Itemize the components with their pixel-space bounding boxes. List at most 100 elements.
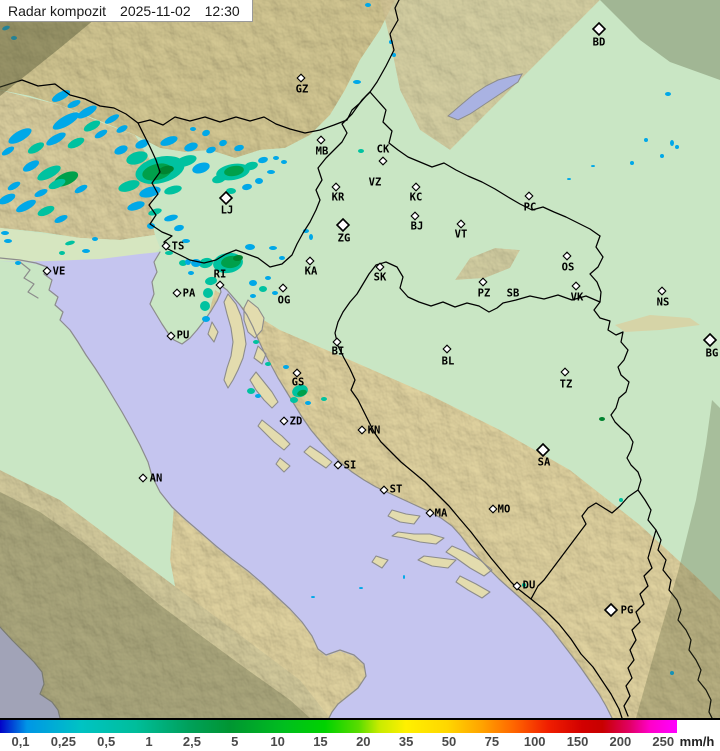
city-marker-kn[interactable]: KN bbox=[357, 425, 380, 437]
radar-cell bbox=[203, 288, 213, 298]
radar-cell bbox=[94, 129, 108, 139]
city-marker-si[interactable]: SI bbox=[333, 460, 356, 472]
city-marker-an[interactable]: AN bbox=[138, 473, 163, 485]
city-label: NS bbox=[657, 297, 670, 309]
island bbox=[275, 457, 291, 473]
radar-cell bbox=[192, 162, 210, 174]
radar-cell bbox=[114, 145, 128, 155]
city-label: AN bbox=[150, 473, 163, 485]
city-label: KA bbox=[305, 266, 318, 278]
city-label: SA bbox=[538, 457, 551, 469]
radar-map[interactable]: GZ MB CK VZ KR KC BJ VT PC BD ZG LJ TS VE PA RI PU KA SK OG… bbox=[0, 0, 720, 718]
city-marker-bl[interactable]: BL bbox=[442, 344, 455, 368]
city-marker-bg[interactable]: BG bbox=[702, 332, 718, 360]
croatian-coastline bbox=[149, 251, 613, 718]
city-diamond-icon bbox=[425, 508, 435, 518]
legend-tick: 1 bbox=[145, 734, 153, 749]
city-marker-pc[interactable]: PC bbox=[524, 191, 537, 214]
city-marker-ri[interactable]: RI bbox=[214, 269, 227, 290]
city-marker-pu[interactable]: PU bbox=[166, 330, 190, 342]
city-marker-bj[interactable]: BJ bbox=[410, 211, 424, 233]
legend-tick: 5 bbox=[231, 734, 239, 749]
city-diamond-icon bbox=[292, 368, 302, 378]
city-marker-sb[interactable]: SB bbox=[507, 288, 520, 300]
city-diamond-icon bbox=[379, 485, 389, 495]
radar-cell bbox=[190, 127, 196, 131]
city-marker-ve[interactable]: VE bbox=[42, 266, 66, 278]
city-marker-vz[interactable]: VZ bbox=[369, 177, 382, 189]
out-of-range-layer bbox=[0, 0, 720, 718]
city-diamond-icon bbox=[42, 266, 52, 276]
city-marker-tz[interactable]: TZ bbox=[560, 367, 573, 391]
city-marker-mb[interactable]: MB bbox=[316, 135, 329, 158]
island bbox=[249, 371, 279, 409]
city-diamond-icon bbox=[562, 251, 572, 261]
radar-cell bbox=[16, 199, 36, 213]
border-line bbox=[0, 79, 371, 134]
radar-cell bbox=[4, 239, 12, 243]
styria-hills bbox=[380, 0, 600, 150]
city-diamond-icon bbox=[478, 277, 488, 287]
radar-cell bbox=[147, 223, 155, 229]
time-label: 12:30 bbox=[204, 2, 240, 19]
city-marker-ka[interactable]: KA bbox=[305, 256, 318, 278]
city-marker-kc[interactable]: KC bbox=[410, 182, 423, 204]
city-marker-du[interactable]: DU bbox=[512, 580, 535, 592]
city-marker-sa[interactable]: SA bbox=[535, 442, 551, 469]
city-label: PU bbox=[177, 330, 190, 342]
city-marker-gz[interactable]: GZ bbox=[296, 73, 309, 96]
city-marker-zg[interactable]: ZG bbox=[335, 217, 350, 245]
radar-cell bbox=[1, 146, 15, 156]
city-marker-bd[interactable]: BD bbox=[591, 21, 607, 49]
city-marker-og[interactable]: OG bbox=[278, 283, 291, 307]
radar-cell bbox=[15, 261, 21, 265]
radar-cell bbox=[59, 251, 65, 255]
city-marker-pg[interactable]: PG bbox=[603, 602, 633, 618]
city-marker-pz[interactable]: PZ bbox=[478, 277, 491, 300]
radar-cell bbox=[185, 259, 191, 265]
city-marker-sk[interactable]: SK bbox=[374, 262, 387, 284]
city-diamond-icon bbox=[332, 337, 342, 347]
city-marker-vt[interactable]: VT bbox=[455, 219, 468, 241]
radar-cell bbox=[182, 239, 190, 243]
city-label: OG bbox=[278, 295, 291, 307]
city-marker-vk[interactable]: VK bbox=[571, 281, 584, 304]
city-marker-gs[interactable]: GS bbox=[292, 368, 305, 389]
radar-cell bbox=[200, 301, 210, 311]
city-marker-ck[interactable]: CK bbox=[377, 144, 390, 166]
radar-cell bbox=[259, 286, 267, 292]
precip-scale-legend: 0,1 0,25 0,5 1 2,5 5 10 15 20 35 50 75 100 150 200 250 m… bbox=[0, 718, 720, 751]
island bbox=[371, 555, 389, 569]
city-marker-ns[interactable]: NS bbox=[657, 286, 670, 309]
city-marker-kr[interactable]: KR bbox=[331, 182, 345, 204]
border-line bbox=[369, 91, 601, 237]
range-edge-nw bbox=[0, 0, 118, 96]
radar-cell bbox=[522, 583, 526, 587]
radar-cell bbox=[644, 138, 648, 142]
city-marker-os[interactable]: OS bbox=[562, 251, 575, 274]
papuk-hills bbox=[455, 248, 520, 280]
city-marker-st[interactable]: ST bbox=[379, 484, 402, 496]
radar-cell bbox=[188, 271, 194, 275]
radar-cell bbox=[249, 280, 257, 286]
radar-cell bbox=[27, 142, 45, 154]
city-marker-mo[interactable]: MO bbox=[488, 504, 510, 516]
city-marker-ts[interactable]: TS bbox=[161, 241, 184, 253]
city-marker-zd[interactable]: ZD bbox=[279, 416, 302, 428]
city-marker-ma[interactable]: MA bbox=[425, 508, 448, 520]
city-marker-pa[interactable]: PA bbox=[172, 288, 196, 300]
city-marker-lj[interactable]: LJ bbox=[218, 190, 233, 217]
radar-cell bbox=[660, 154, 664, 158]
city-marker-bi[interactable]: BI bbox=[332, 337, 345, 358]
city-label: VE bbox=[53, 266, 66, 278]
legend-tick: 200 bbox=[609, 734, 632, 749]
legend-tick: 0,5 bbox=[97, 734, 116, 749]
radar-cell bbox=[127, 201, 145, 211]
border-line bbox=[530, 489, 639, 600]
city-diamond-icon bbox=[331, 182, 341, 192]
legend-tick: 100 bbox=[523, 734, 546, 749]
radar-cell bbox=[265, 362, 271, 366]
city-diamond-icon bbox=[166, 331, 176, 341]
borders-layer bbox=[0, 0, 713, 718]
city-label: MA bbox=[435, 508, 448, 520]
